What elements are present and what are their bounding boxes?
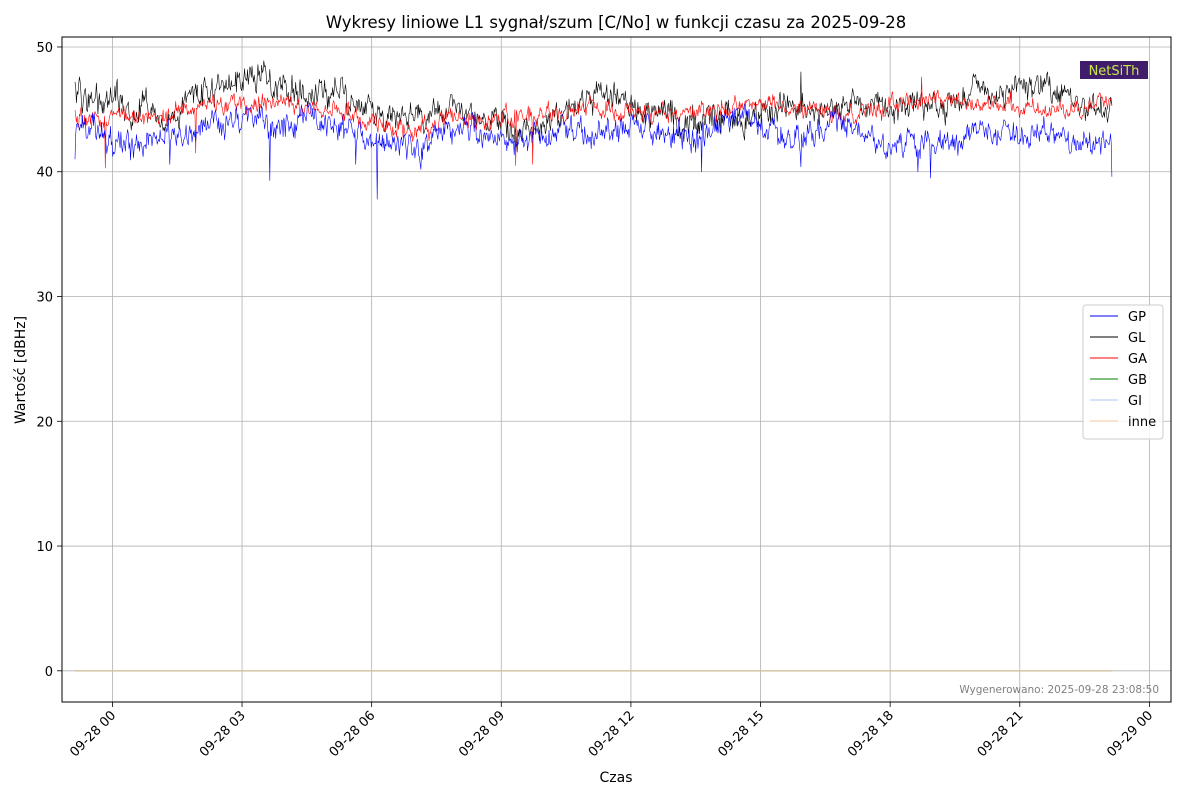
series-layer xyxy=(74,60,1113,672)
series-line-gl xyxy=(74,60,1113,153)
logo-text: NetSiTh xyxy=(1089,64,1140,79)
y-tick-label: 20 xyxy=(36,415,53,430)
x-axis-label: Czas xyxy=(600,770,633,786)
legend-label-gp: GP xyxy=(1128,310,1146,325)
legend-label-inne: inne xyxy=(1128,415,1156,430)
y-tick-label: 30 xyxy=(36,291,53,306)
y-axis: 0 10 20 30 40 50 xyxy=(36,41,62,680)
legend-label-gi: GI xyxy=(1128,394,1142,409)
series-line-ga xyxy=(74,76,1113,169)
series-line-gp xyxy=(74,100,1113,200)
chart-title: Wykresy liniowe L1 sygnał/szum [C/No] w … xyxy=(326,13,907,32)
y-tick-label: 50 xyxy=(36,41,53,56)
legend-label-gb: GB xyxy=(1128,373,1147,388)
legend-label-ga: GA xyxy=(1128,352,1147,367)
y-tick-label: 0 xyxy=(45,665,53,680)
logo-badge: NetSiTh xyxy=(1080,61,1148,79)
logo-background xyxy=(1080,61,1148,79)
plot-frame xyxy=(61,36,1172,703)
y-axis-label: Wartość [dBHz] xyxy=(13,316,29,424)
legend: GP GL GA GB GI inne xyxy=(1082,304,1164,440)
y-tick-label: 10 xyxy=(36,540,53,555)
legend-label-gl: GL xyxy=(1128,331,1146,346)
generated-annotation: Wygenerowano: 2025-09-28 23:08:50 xyxy=(959,684,1159,696)
legend-frame xyxy=(1082,304,1164,440)
y-tick-label: 40 xyxy=(36,166,53,181)
